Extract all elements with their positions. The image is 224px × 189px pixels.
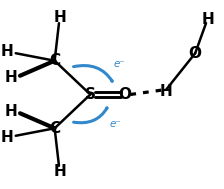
Text: H: H (1, 44, 13, 59)
Text: H: H (160, 84, 172, 99)
Text: e⁻: e⁻ (109, 119, 121, 129)
Text: H: H (202, 12, 215, 27)
Text: e⁻: e⁻ (114, 59, 125, 69)
Text: H: H (5, 104, 18, 119)
Text: C: C (49, 121, 60, 136)
Text: S: S (85, 87, 96, 102)
Text: O: O (118, 87, 131, 102)
Text: O: O (189, 46, 202, 61)
Text: C: C (49, 53, 60, 68)
Text: H: H (5, 70, 18, 85)
Text: H: H (1, 130, 13, 145)
Text: H: H (54, 10, 67, 25)
Text: H: H (54, 164, 67, 179)
